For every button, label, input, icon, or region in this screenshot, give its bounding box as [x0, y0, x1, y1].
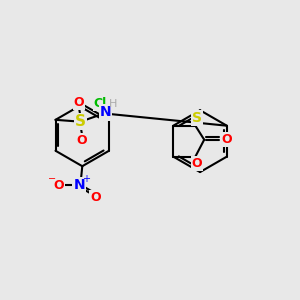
- Text: N: N: [74, 178, 85, 192]
- Text: S: S: [75, 114, 86, 129]
- Text: +: +: [82, 174, 90, 184]
- Text: H: H: [109, 99, 117, 109]
- Text: O: O: [90, 191, 101, 204]
- Text: O: O: [74, 96, 84, 109]
- Text: −: −: [48, 174, 56, 184]
- Text: O: O: [191, 158, 202, 170]
- Text: Cl: Cl: [94, 97, 107, 110]
- Text: S: S: [192, 111, 202, 125]
- Text: O: O: [53, 179, 64, 192]
- Text: O: O: [222, 133, 232, 146]
- Text: N: N: [100, 106, 111, 119]
- Text: O: O: [77, 134, 87, 147]
